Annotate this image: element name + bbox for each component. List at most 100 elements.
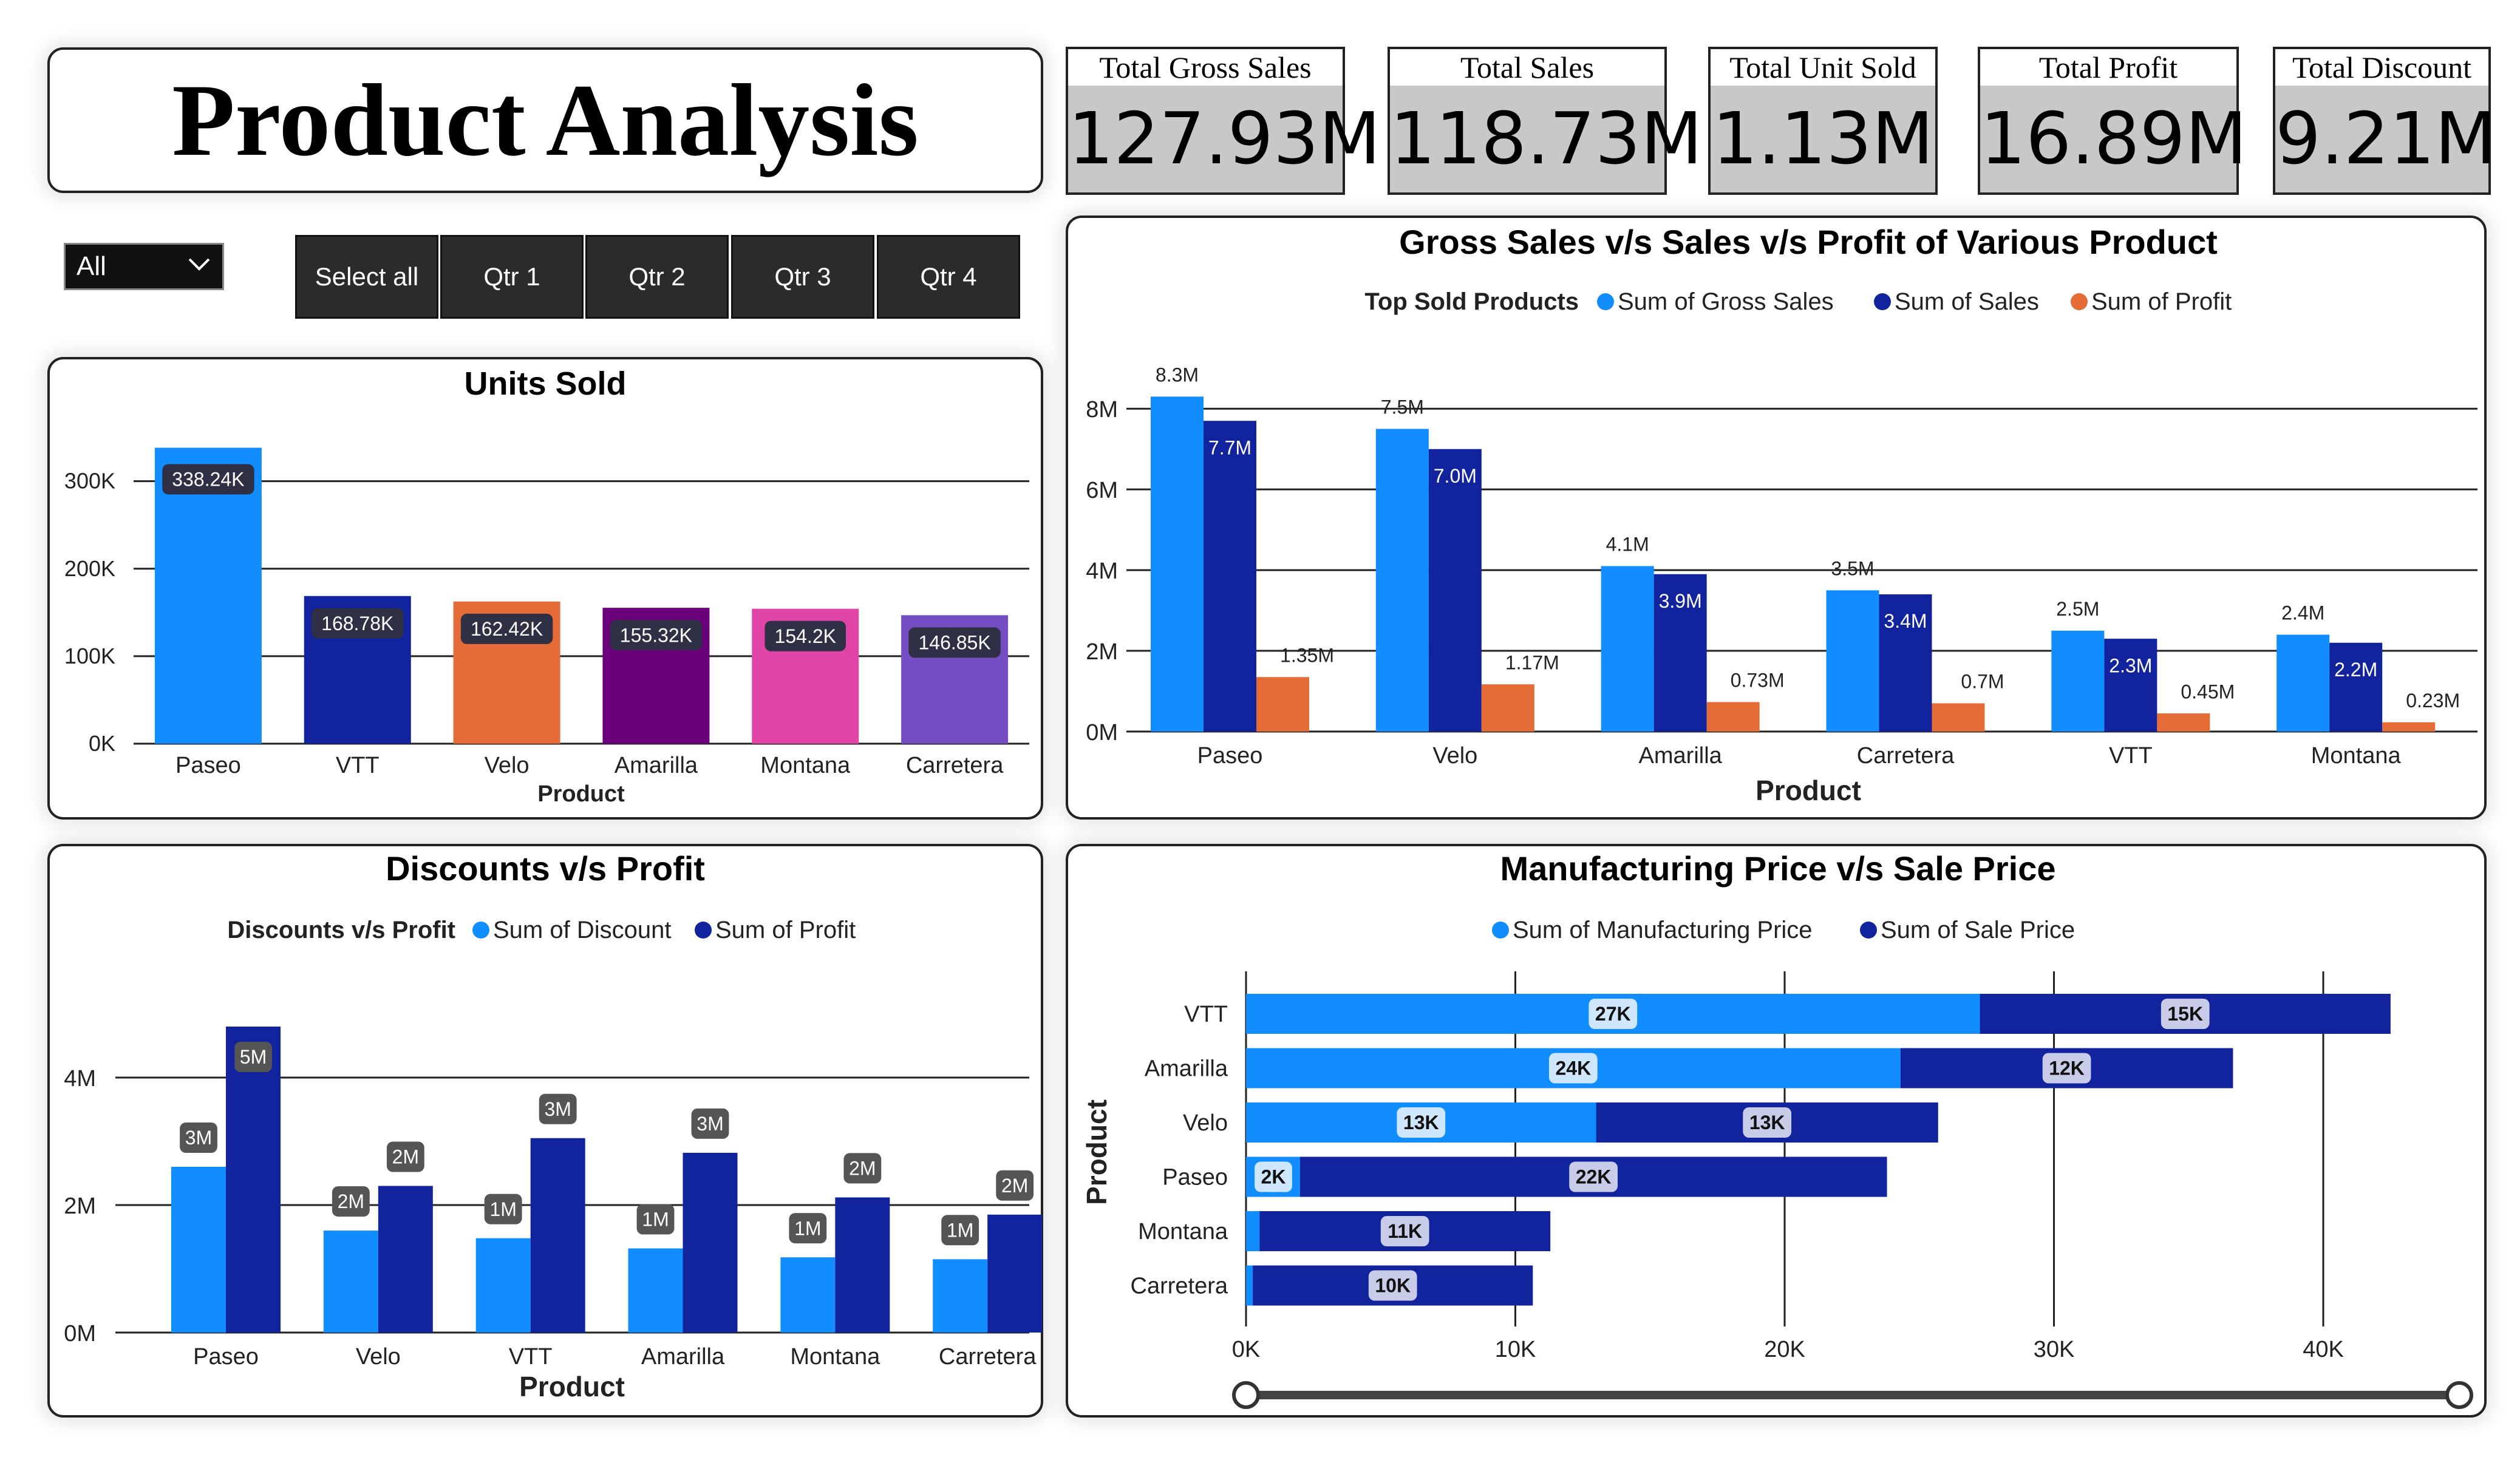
kpi-label: Total Discount xyxy=(2275,49,2488,86)
legend-label: Sum of Manufacturing Price xyxy=(1513,917,1813,943)
data-label-bg xyxy=(1743,1107,1792,1138)
data-label-bg xyxy=(1589,999,1638,1029)
zoom-slider-start-handle[interactable] xyxy=(1232,1381,1260,1409)
bar xyxy=(933,1259,988,1333)
kpi-value: 127.93M xyxy=(1068,97,1381,180)
data-label-bg xyxy=(789,1213,827,1244)
kpi-card-units-sold: Total Unit Sold 1.13M xyxy=(1708,47,1938,195)
x-tick-label: 20K xyxy=(1764,1337,1805,1362)
y-tick-label: 8M xyxy=(1086,397,1118,423)
bar xyxy=(780,1257,836,1333)
legend-label: Sum of Profit xyxy=(2091,288,2232,315)
data-label-bg xyxy=(1368,1270,1417,1301)
data-label: 338.24K xyxy=(172,469,244,491)
data-label: 3M xyxy=(696,1113,723,1135)
x-tick-label: Montana xyxy=(760,753,851,778)
legend-marker xyxy=(472,922,489,939)
x-tick-label: Carretera xyxy=(906,753,1004,778)
legend-label: Sum of Sale Price xyxy=(1881,917,2075,943)
y-tick-label: Amarilla xyxy=(1145,1056,1228,1082)
data-label-bg xyxy=(1569,1161,1618,1192)
x-tick-label: 0K xyxy=(1232,1337,1260,1362)
kpi-card-sales: Total Sales 118.73M xyxy=(1388,47,1703,195)
bar xyxy=(1706,702,1760,732)
kpi-value: 16.89M xyxy=(1980,97,2247,180)
bar xyxy=(1246,1265,1253,1306)
bar xyxy=(1375,429,1429,732)
data-label-bg xyxy=(691,1108,729,1139)
bar xyxy=(2104,639,2157,732)
data-label: 3.9M xyxy=(1659,590,1702,612)
data-label-bg xyxy=(843,1153,882,1184)
data-label: 2.4M xyxy=(2281,602,2324,624)
data-label-bg xyxy=(610,620,703,651)
data-label: 2.3M xyxy=(2109,654,2152,676)
kpi-label: Total Gross Sales xyxy=(1068,49,1343,86)
x-tick-label: Paseo xyxy=(175,753,241,778)
data-label-bg xyxy=(908,627,1001,658)
data-label-bg xyxy=(460,613,553,644)
legend-marker xyxy=(1860,922,1877,939)
x-tick-label: Velo xyxy=(1432,743,1477,769)
data-label: 162.42K xyxy=(471,618,543,640)
select-all-button[interactable]: Select all xyxy=(295,235,438,319)
data-label-bg xyxy=(180,1122,217,1153)
legend-label: Sum of Sales xyxy=(1895,288,2039,315)
legend-label: Sum of Discount xyxy=(493,917,671,943)
bar xyxy=(1151,396,1204,732)
data-label: 1M xyxy=(794,1217,821,1239)
data-label-bg xyxy=(1255,1161,1292,1192)
data-label-bg xyxy=(234,1042,272,1072)
bar xyxy=(987,1214,1043,1333)
data-label: 154.2K xyxy=(775,625,836,647)
data-label: 155.32K xyxy=(620,624,692,646)
qtr1-button[interactable]: Qtr 1 xyxy=(440,235,584,319)
data-label: 2M xyxy=(392,1146,419,1168)
legend-label: Sum of Profit xyxy=(715,917,856,943)
data-label: 0.45M xyxy=(2181,681,2235,702)
kpi-value: 1.13M xyxy=(1712,97,1934,180)
kpi-label: Total Sales xyxy=(1390,49,1664,86)
x-axis-label: Product xyxy=(519,1371,625,1402)
bar xyxy=(530,1138,585,1333)
x-tick-label: Amarilla xyxy=(641,1344,725,1370)
data-label: 168.78K xyxy=(321,613,393,634)
data-label: 12K xyxy=(2049,1058,2085,1079)
data-label-bg xyxy=(1380,1216,1429,1246)
data-label-bg xyxy=(332,1186,370,1217)
y-tick-label: Paseo xyxy=(1162,1165,1228,1190)
x-tick-label: Velo xyxy=(356,1344,401,1370)
data-label-bg xyxy=(386,1141,424,1172)
qtr2-button[interactable]: Qtr 2 xyxy=(585,235,729,319)
qtr3-button[interactable]: Qtr 3 xyxy=(731,235,874,319)
bar xyxy=(323,1231,378,1333)
bar xyxy=(1653,574,1707,732)
y-tick-label: 300K xyxy=(64,469,115,494)
data-label: 3.5M xyxy=(1831,558,1874,580)
x-tick-label: 40K xyxy=(2303,1337,2344,1362)
bar xyxy=(378,1186,433,1333)
data-label: 27K xyxy=(1595,1003,1631,1025)
data-label: 13K xyxy=(1403,1112,1439,1133)
data-label: 3M xyxy=(544,1098,571,1120)
data-label: 10K xyxy=(1375,1275,1411,1297)
data-label: 8.3M xyxy=(1156,364,1199,385)
chevron-down-icon xyxy=(188,258,210,271)
bar xyxy=(628,1248,683,1333)
bar xyxy=(154,447,262,744)
bar xyxy=(1428,449,1482,732)
data-label: 13K xyxy=(1749,1112,1785,1133)
y-tick-label: 6M xyxy=(1086,478,1118,503)
qtr4-button[interactable]: Qtr 4 xyxy=(877,235,1020,319)
zoom-slider-end-handle[interactable] xyxy=(2445,1381,2473,1409)
bar xyxy=(171,1167,226,1333)
data-label: 4.1M xyxy=(1606,534,1649,555)
data-label-bg xyxy=(539,1093,577,1124)
bar xyxy=(1256,677,1309,732)
product-filter-dropdown[interactable]: All xyxy=(64,243,224,290)
legend-marker xyxy=(695,922,712,939)
x-tick-label: VTT xyxy=(2109,743,2153,769)
bar xyxy=(226,1027,281,1333)
kpi-card-profit: Total Profit 16.89M xyxy=(1978,47,2247,195)
data-label: 22K xyxy=(1576,1166,1612,1188)
